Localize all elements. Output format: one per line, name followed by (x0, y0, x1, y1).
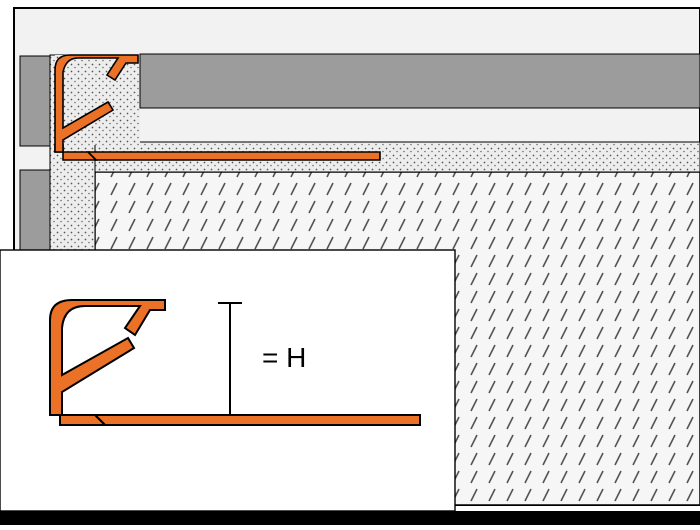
dimension-label-h: = H (262, 342, 306, 374)
tile-left-upper (20, 56, 50, 146)
tile-left-lower (20, 170, 50, 250)
bottom-black-bar (0, 511, 700, 525)
main-diagram-svg (0, 0, 700, 525)
tile-top (140, 54, 700, 108)
diagram-canvas: = H (0, 0, 700, 525)
